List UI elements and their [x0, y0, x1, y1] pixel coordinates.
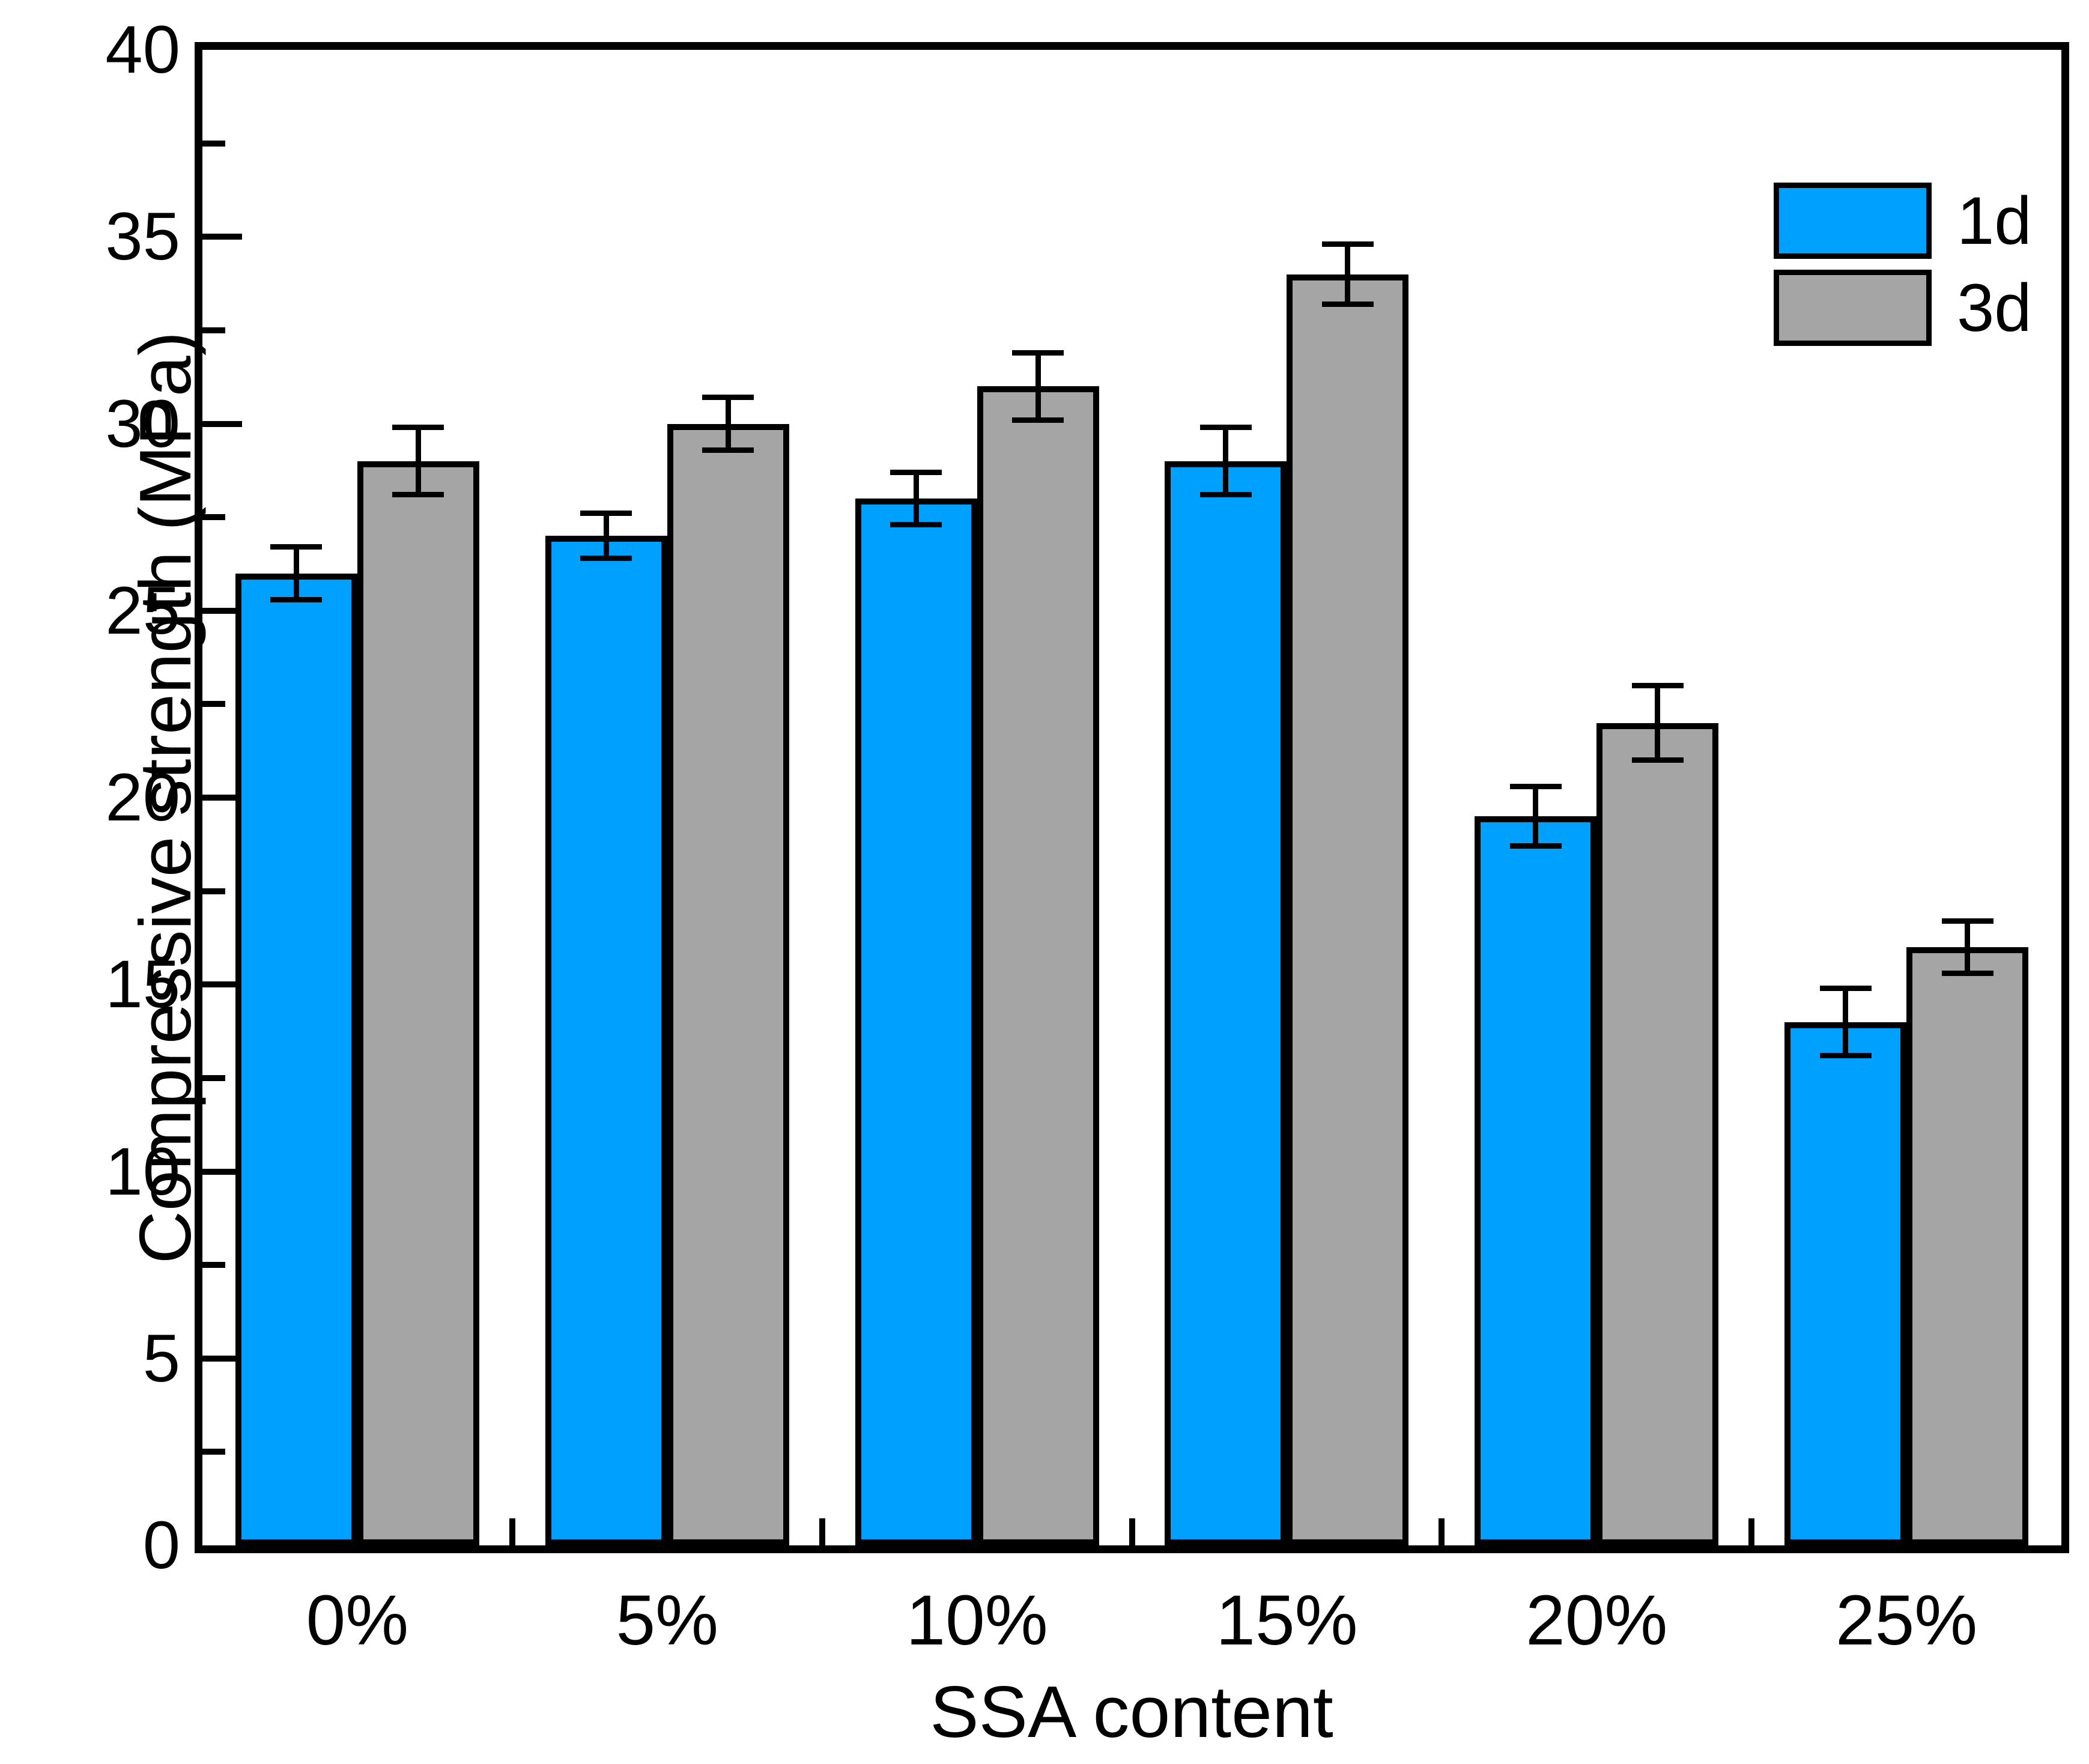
y-minor-tick — [202, 1449, 225, 1455]
error-bar-cap — [1199, 492, 1252, 498]
error-bar-cap — [1199, 425, 1252, 431]
error-bar-3d-0% — [415, 427, 421, 495]
y-major-tick — [202, 234, 242, 240]
x-tick-label: 15% — [1216, 1581, 1358, 1660]
legend-item-1d: 1d — [1774, 183, 2032, 259]
error-bar-3d-15% — [1345, 244, 1351, 305]
y-tick-label: 40 — [105, 12, 180, 87]
error-bar-3d-20% — [1655, 685, 1661, 760]
error-bar-cap — [392, 425, 444, 431]
error-bar-cap — [1509, 783, 1562, 789]
y-minor-tick — [202, 1074, 225, 1081]
y-tick-label: 30 — [105, 386, 180, 461]
error-bar-cap — [702, 447, 754, 453]
error-bar-1d-20% — [1533, 786, 1539, 846]
bar-3d-25% — [1906, 947, 2029, 1545]
error-bar-1d-25% — [1843, 988, 1849, 1056]
y-minor-tick — [202, 140, 225, 147]
legend-swatch-3d — [1774, 270, 1932, 346]
bar-1d-25% — [1784, 1022, 1907, 1545]
x-minor-tick — [1129, 1518, 1135, 1545]
x-minor-tick — [1439, 1518, 1445, 1545]
error-bar-cap — [890, 522, 942, 528]
y-major-tick — [202, 1168, 242, 1175]
error-bar-cap — [1012, 350, 1064, 356]
bar-1d-10% — [855, 499, 977, 1545]
y-minor-tick — [202, 514, 225, 521]
error-bar-3d-25% — [1965, 921, 1971, 974]
bar-3d-10% — [977, 386, 1099, 1545]
error-bar-cap — [392, 492, 444, 498]
error-bar-cap — [270, 544, 323, 550]
x-minor-tick — [1748, 1518, 1755, 1545]
x-tick-label: 10% — [906, 1581, 1048, 1660]
bar-1d-15% — [1165, 461, 1287, 1545]
legend-label: 1d — [1957, 183, 2032, 258]
bar-3d-20% — [1596, 723, 1719, 1545]
y-tick-label: 10 — [105, 1133, 180, 1209]
y-tick-label: 20 — [105, 760, 180, 835]
error-bar-cap — [270, 596, 323, 602]
y-major-tick — [202, 981, 242, 988]
x-tick-label: 25% — [1835, 1581, 1978, 1660]
bar-1d-0% — [235, 573, 357, 1545]
legend: 1d 3d — [1774, 183, 2032, 357]
legend-swatch-1d — [1774, 183, 1932, 259]
legend-item-3d: 3d — [1774, 270, 2032, 346]
x-axis-line — [195, 1545, 2069, 1553]
y-minor-tick — [202, 888, 225, 894]
y-major-tick — [202, 795, 242, 801]
y-minor-tick — [202, 701, 225, 708]
error-bar-cap — [1941, 918, 1993, 924]
y-minor-tick — [202, 327, 225, 333]
y-major-tick — [202, 420, 242, 427]
error-bar-cap — [1321, 301, 1374, 307]
error-bar-cap — [1819, 985, 1872, 991]
legend-label: 3d — [1957, 270, 2032, 345]
x-tick-label: 20% — [1526, 1581, 1668, 1660]
y-tick-label: 5 — [142, 1320, 180, 1396]
error-bar-1d-5% — [603, 513, 609, 559]
bar-3d-15% — [1287, 274, 1409, 1545]
error-bar-1d-15% — [1223, 427, 1229, 495]
error-bar-cap — [1012, 417, 1064, 423]
x-tick-label: 5% — [616, 1581, 719, 1660]
y-tick-label: 35 — [105, 199, 180, 274]
x-axis-title: SSA content — [930, 1671, 1333, 1753]
error-bar-cap — [580, 556, 632, 562]
bar-3d-0% — [357, 461, 479, 1545]
error-bar-cap — [1509, 843, 1562, 849]
bar-1d-20% — [1475, 816, 1597, 1545]
x-tick-label: 0% — [306, 1581, 409, 1660]
error-bar-1d-0% — [293, 547, 299, 600]
error-bar-1d-10% — [913, 472, 919, 525]
error-bar-cap — [1631, 757, 1684, 763]
y-major-tick — [202, 607, 242, 614]
plot-border-right — [2061, 42, 2069, 1553]
x-minor-tick — [819, 1518, 825, 1545]
y-tick-label: 0 — [142, 1508, 180, 1583]
plot-area: 0 5 10 15 20 25 30 35 40 0% 5% 10% 15% 20% 25% — [105, 12, 2069, 1660]
y-major-tick — [202, 1355, 242, 1362]
error-bar-cap — [890, 469, 942, 475]
plot-border-top — [195, 42, 2069, 50]
y-tick-label: 15 — [105, 947, 180, 1022]
error-bar-cap — [1321, 241, 1374, 247]
x-minor-tick — [509, 1518, 515, 1545]
error-bar-cap — [702, 395, 754, 401]
error-bar-cap — [1631, 682, 1684, 688]
error-bar-3d-5% — [725, 397, 731, 450]
error-bar-cap — [580, 511, 632, 517]
error-bar-cap — [1819, 1053, 1872, 1059]
y-tick-label: 25 — [105, 572, 180, 648]
bar-1d-5% — [545, 536, 667, 1545]
bar-3d-5% — [667, 423, 789, 1545]
y-axis-line — [195, 42, 202, 1553]
error-bar-cap — [1941, 971, 1993, 977]
error-bar-3d-10% — [1035, 353, 1041, 420]
y-minor-tick — [202, 1262, 225, 1268]
